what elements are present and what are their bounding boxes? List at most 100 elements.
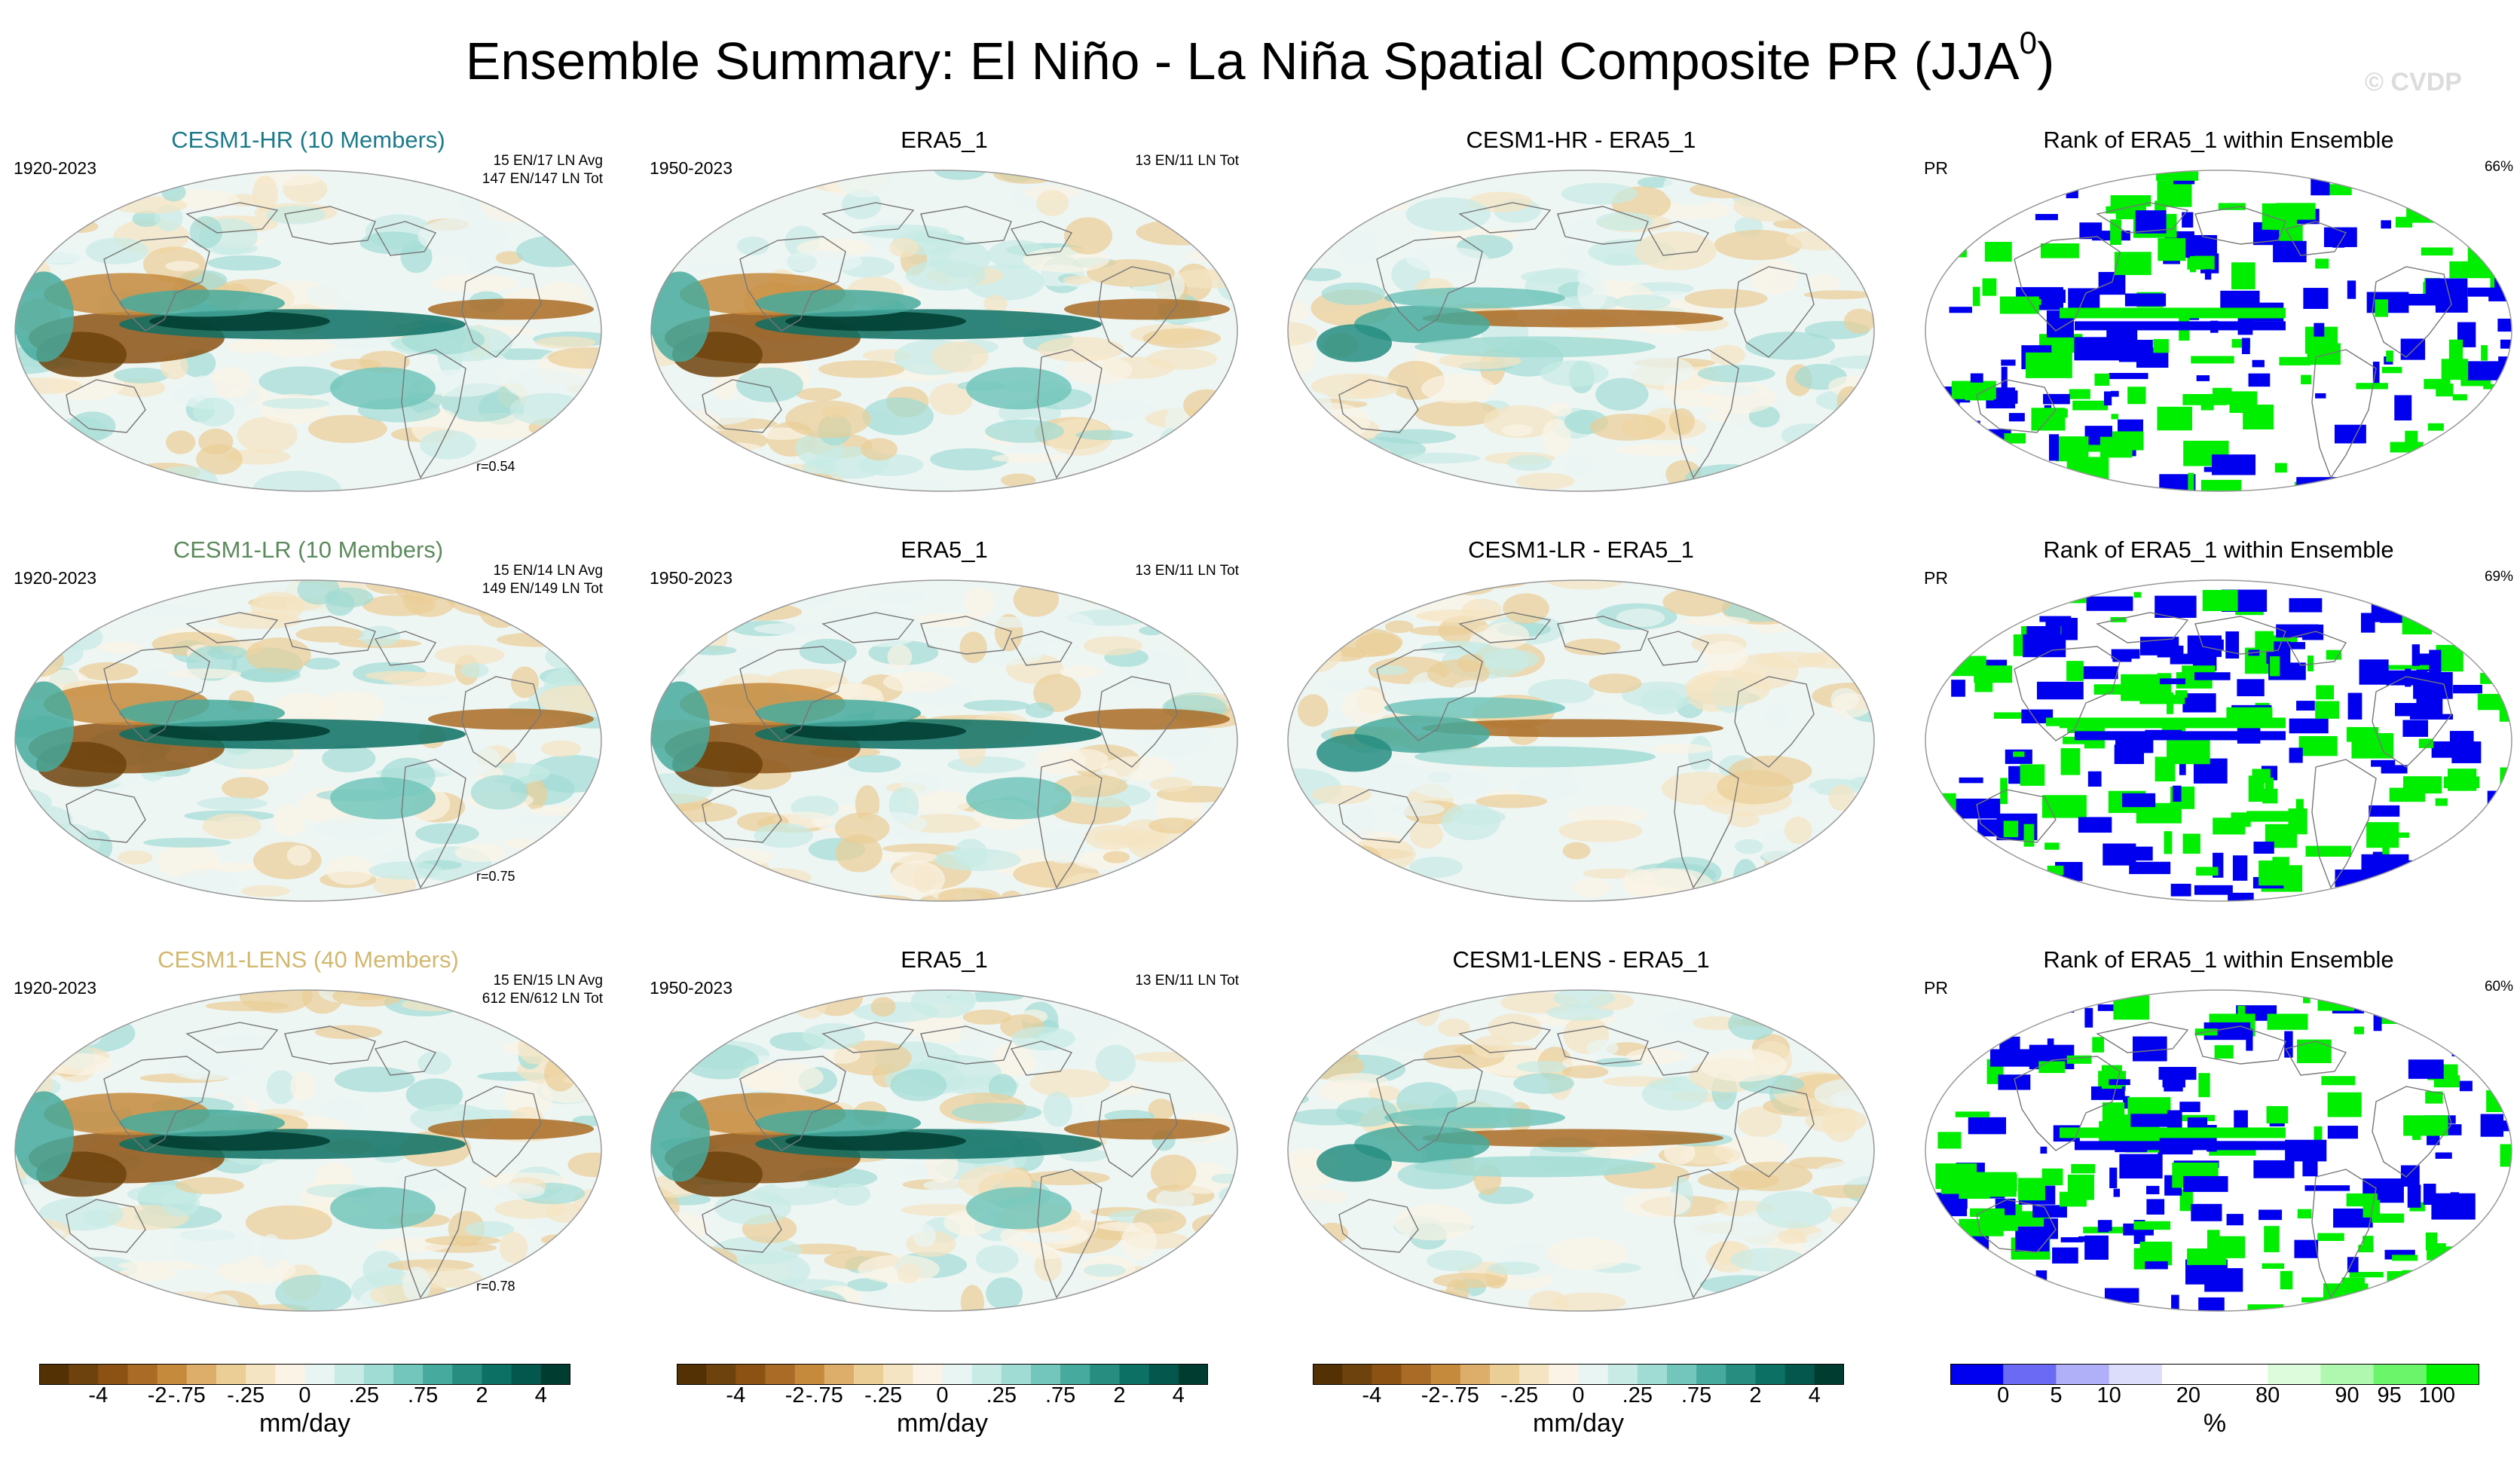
- rank-cell: [2017, 1178, 2045, 1201]
- colorbar-swatch: [1401, 1364, 1432, 1385]
- anomaly-cell: [1828, 784, 1855, 811]
- colorbar-swatch: [971, 1364, 1002, 1385]
- rank-cell: [2203, 466, 2213, 472]
- anomaly-cell: [1219, 583, 1237, 608]
- pr_colorbar-colorbar-swatches: [677, 1364, 1209, 1385]
- rank-cell: [2243, 404, 2274, 429]
- rank-cell: [2164, 831, 2173, 854]
- obs-panel-title: ERA5_1: [901, 127, 988, 153]
- colorbar-tick-label: -.75: [167, 1383, 206, 1407]
- anomaly-cell: [1586, 1039, 1619, 1057]
- wet-anomaly: [1384, 1107, 1565, 1129]
- colorbar-units-label: mm/day: [259, 1409, 350, 1438]
- rank-cell: [2458, 442, 2494, 454]
- anomaly-cell: [1749, 259, 1799, 295]
- rank-cell: [2405, 668, 2411, 687]
- rank-cell: [2471, 432, 2512, 442]
- rank-cell: [1953, 444, 1990, 463]
- anomaly-cell: [740, 170, 827, 179]
- rank-cell: [2314, 322, 2325, 337]
- anomaly-cell: [372, 874, 417, 896]
- anomaly-cell: [1551, 1292, 1626, 1311]
- rank-cell: [2171, 1294, 2179, 1311]
- rank-cell: [1963, 429, 2011, 445]
- rank-cell: [2377, 887, 2393, 898]
- anomaly-cell: [1063, 217, 1113, 255]
- wet-anomaly: [755, 289, 921, 317]
- rank-cell: [1950, 1264, 1967, 1275]
- anomaly-cell: [834, 812, 890, 845]
- dry-anomaly: [428, 1118, 594, 1140]
- coastline: [739, 236, 846, 332]
- rank-cell: [1958, 451, 1986, 472]
- rank-cell: [2023, 634, 2066, 658]
- anomaly-cell: [275, 1274, 352, 1311]
- anomaly-cell: [1198, 657, 1231, 688]
- colorbar-tick-label: 4: [534, 1383, 547, 1407]
- anomaly-cell: [240, 667, 301, 683]
- anomaly-cell: [1546, 1004, 1614, 1021]
- precip-map: [1287, 170, 1875, 492]
- anomaly-cell: [1352, 878, 1424, 901]
- rank-cell: [2350, 1311, 2385, 1313]
- rank-cell: [1984, 241, 2012, 262]
- rank-cell: [2266, 1106, 2289, 1124]
- rank-cell: [2253, 842, 2274, 854]
- anomaly-cell: [1193, 408, 1237, 426]
- rank-cell: [2041, 1168, 2063, 1186]
- coastline: [1557, 616, 1649, 655]
- rank-cell: [2067, 728, 2100, 733]
- anomaly-cell: [318, 1097, 365, 1122]
- coastline: [401, 349, 466, 479]
- anomaly-cell: [515, 1026, 567, 1038]
- rank-cell: [2315, 701, 2339, 719]
- rank-cell: [2075, 321, 2286, 331]
- wet-anomaly: [651, 271, 710, 362]
- anomaly-cell: [652, 1273, 716, 1302]
- anomaly-cell: [1616, 608, 1665, 628]
- anomaly-cell: [962, 1009, 1012, 1025]
- anomaly-cell: [165, 430, 196, 454]
- rank-cell: [1968, 1117, 2007, 1135]
- rank-cell: [1938, 1250, 1947, 1263]
- anomaly-cell: [209, 367, 252, 399]
- anomaly-cell: [681, 263, 754, 274]
- anomaly-cell: [1346, 805, 1375, 838]
- rank-cell: [2196, 866, 2219, 876]
- colorbar-units-label: mm/day: [1533, 1409, 1624, 1438]
- colorbar-tick-label: -.25: [864, 1383, 903, 1407]
- coastline: [103, 1056, 210, 1151]
- rank-cell: [2353, 1026, 2365, 1035]
- colorbar-swatch: [1031, 1364, 1061, 1385]
- rank-panel: Rank of ERA5_1 within Ensemble PR 60%: [1924, 946, 2513, 1342]
- rank-cell: [2487, 1282, 2512, 1303]
- anomaly-cell: [1202, 580, 1237, 609]
- rank-cell: [2301, 374, 2311, 385]
- colorbar-tick-label: .25: [986, 1383, 1017, 1407]
- coastline: [739, 1056, 846, 1151]
- colorbar-tick-label: -.25: [1500, 1383, 1539, 1407]
- coastline: [1458, 202, 1552, 234]
- colorbar-units-label: %: [2203, 1409, 2227, 1438]
- anomaly-cell: [297, 580, 340, 605]
- map-border: [1287, 989, 1875, 1312]
- rank-cell: [2157, 406, 2192, 431]
- anomaly-cell: [1849, 182, 1874, 210]
- anomaly-cell: [1186, 1247, 1237, 1268]
- rank-percent: 60%: [2484, 979, 2513, 995]
- anomaly-cell: [502, 170, 528, 192]
- anomaly-cell: [1697, 365, 1775, 383]
- colorbar-swatch: [1549, 1364, 1579, 1385]
- colorbar-outline: [39, 1364, 570, 1385]
- anomaly-cell: [15, 580, 68, 592]
- rank-map: [1925, 579, 2512, 902]
- colorbar-swatch: [1578, 1364, 1609, 1385]
- anomaly-cell: [1378, 873, 1402, 891]
- anomaly-cell: [18, 1016, 60, 1042]
- rank-cell: [2179, 1102, 2200, 1112]
- rank-cell: [2366, 470, 2394, 476]
- rank-cell: [2084, 1007, 2093, 1028]
- rank-cell: [1961, 1026, 2007, 1041]
- rank-cell: [2289, 718, 2329, 734]
- anomaly-cell: [36, 823, 101, 862]
